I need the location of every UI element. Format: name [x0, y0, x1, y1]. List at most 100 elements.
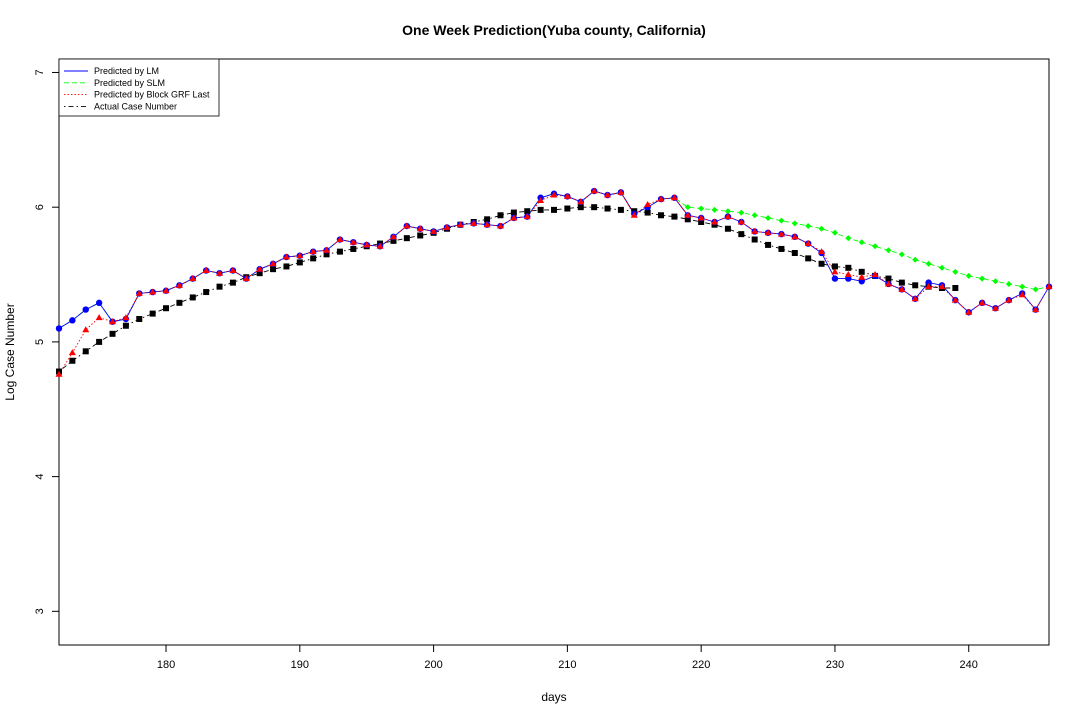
actual-case-point — [617, 206, 624, 213]
grf-point — [563, 192, 571, 199]
actual-case-point — [765, 241, 772, 248]
grf-point — [523, 213, 531, 220]
grf-point — [282, 253, 290, 260]
grf-point — [242, 275, 250, 282]
grf-point — [938, 283, 946, 290]
grf-point — [376, 242, 384, 249]
grf-point — [965, 308, 973, 315]
grf-point — [831, 268, 839, 275]
actual-case-point — [644, 209, 651, 216]
grf-point — [711, 218, 719, 225]
slm-point — [925, 260, 932, 267]
grf-point — [430, 227, 438, 234]
grf-point — [737, 218, 745, 225]
grf-point — [791, 233, 799, 240]
slm-point — [765, 214, 772, 221]
grf-point — [202, 266, 210, 273]
slm-point — [805, 223, 812, 230]
actual-case-point — [69, 357, 76, 364]
x-axis-label: days — [541, 690, 566, 704]
actual-case-point — [189, 294, 196, 301]
grf-point — [189, 275, 197, 282]
grf-point — [162, 287, 170, 294]
actual-case-point — [149, 310, 156, 317]
chart-title: One Week Prediction(Yuba county, Califor… — [402, 22, 706, 38]
legend: Predicted by LM Predicted by SLM Predicted… — [58, 58, 220, 117]
x-tick-label: 210 — [558, 659, 576, 671]
grf-point — [256, 265, 264, 272]
legend-entry: Predicted by SLM — [94, 78, 165, 88]
slm-point — [698, 205, 705, 212]
series-actual-case-number — [58, 206, 956, 372]
grf-point — [389, 233, 397, 240]
grf-point — [309, 248, 317, 255]
actual-case-point — [310, 255, 317, 262]
grf-point — [925, 283, 933, 290]
grf-point — [363, 241, 371, 248]
y-tick-label: 6 — [34, 204, 46, 210]
grf-point — [991, 304, 999, 311]
x-tick-label: 180 — [157, 659, 175, 671]
actual-case-point — [122, 322, 129, 329]
slm-point — [872, 243, 879, 250]
actual-case-point — [537, 206, 544, 213]
y-tick-label: 3 — [34, 608, 46, 614]
grf-point — [978, 299, 986, 306]
slm-point — [952, 268, 959, 275]
slm-point — [751, 212, 758, 219]
grf-point — [175, 281, 183, 288]
grf-point — [777, 230, 785, 237]
grf-point — [416, 225, 424, 232]
x-axis: 180 190 200 210 220 230 240 — [157, 645, 978, 671]
slm-point — [885, 247, 892, 254]
actual-case-point — [684, 216, 691, 223]
actual-case-point — [885, 275, 892, 282]
grf-point — [68, 349, 76, 356]
grf-point — [884, 280, 892, 287]
actual-case-point — [831, 263, 838, 270]
x-tick-label: 220 — [692, 659, 710, 671]
x-tick-label: 190 — [291, 659, 309, 671]
grf-point — [577, 198, 585, 205]
actual-case-point — [858, 268, 865, 275]
actual-case-point — [109, 330, 116, 337]
grf-point — [1045, 283, 1053, 290]
grf-point — [109, 318, 117, 325]
actual-case-point — [296, 259, 303, 266]
grf-point — [684, 211, 692, 218]
actual-case-point — [591, 204, 598, 211]
grf-point — [911, 295, 919, 302]
grf-point — [470, 219, 478, 226]
slm-point — [898, 251, 905, 258]
slm-point — [1032, 286, 1039, 293]
grf-point — [537, 196, 545, 203]
slm-point — [912, 256, 919, 263]
legend-entry: Predicted by Block GRF Last — [94, 90, 210, 100]
x-tick-label: 240 — [960, 659, 978, 671]
grf-point — [951, 296, 959, 303]
actual-case-point — [577, 204, 584, 211]
grf-point — [510, 214, 518, 221]
grf-point — [1018, 291, 1026, 298]
x-tick-label: 230 — [826, 659, 844, 671]
slm-point — [818, 225, 825, 232]
actual-case-point — [738, 231, 745, 238]
x-tick-label: 200 — [424, 659, 442, 671]
actual-case-point — [952, 285, 959, 292]
grf-point — [95, 314, 103, 321]
series-line — [58, 206, 956, 372]
actual-case-point — [203, 289, 210, 296]
grf-point — [135, 289, 143, 296]
slm-point — [684, 204, 691, 211]
grf-point — [617, 188, 625, 195]
actual-case-point — [176, 299, 183, 306]
actual-case-point — [403, 235, 410, 242]
lm-point — [831, 275, 839, 282]
grf-point — [122, 314, 130, 321]
slm-point — [965, 272, 972, 279]
actual-case-point — [724, 225, 731, 232]
actual-case-point — [912, 282, 919, 289]
grf-point — [697, 214, 705, 221]
y-tick-label: 5 — [34, 339, 46, 345]
slm-point — [831, 229, 838, 236]
